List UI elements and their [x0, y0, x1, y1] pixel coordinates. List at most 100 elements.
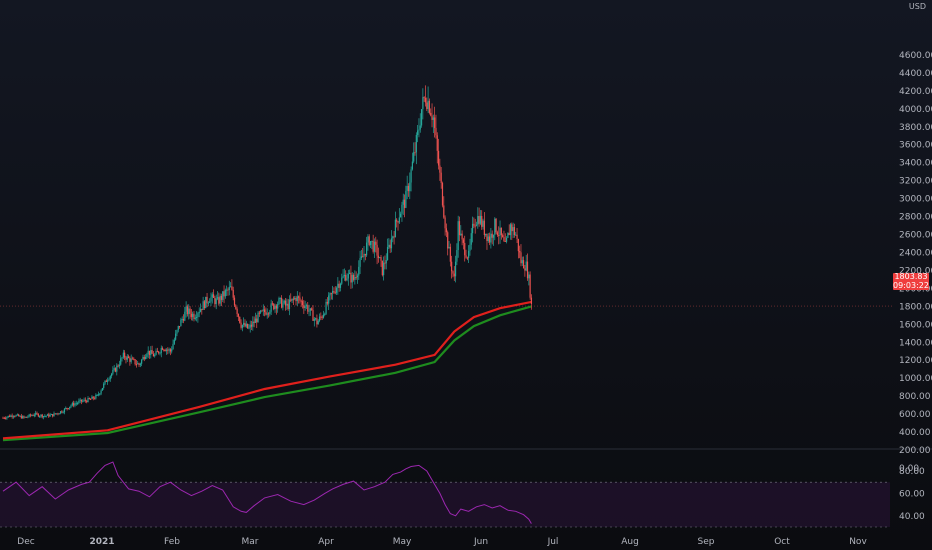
candle-body [477, 216, 479, 225]
price-tick-label: 1400.00 [899, 338, 932, 348]
candle-body [117, 365, 119, 367]
price-tick-label: 3000.00 [899, 195, 932, 205]
candle-body [465, 255, 467, 258]
candle-body [40, 414, 42, 417]
candle-body [470, 233, 472, 245]
candle-body [65, 407, 67, 409]
time-tick-label: Apr [318, 537, 334, 547]
last-price-value: 1803.83 [894, 272, 928, 281]
candle-body [458, 221, 461, 236]
candle-body [346, 278, 348, 281]
price-tick-label: 4000.00 [899, 105, 932, 115]
candle-body [205, 296, 207, 309]
price-tick-label: 4400.00 [899, 69, 932, 79]
candle-body [359, 258, 361, 267]
candle-body [383, 262, 385, 276]
candle-body [93, 398, 96, 400]
candle-body [509, 224, 512, 236]
candle-body [457, 221, 459, 251]
candle-body [337, 283, 339, 288]
price-tick-label: 4600.00 [899, 51, 932, 61]
candle-body [277, 304, 279, 309]
candles [2, 85, 533, 420]
candle-body [41, 414, 43, 418]
price-tick-label: 3200.00 [899, 177, 932, 187]
candle-body [381, 260, 383, 276]
candle-body [46, 414, 49, 416]
candle-body [107, 380, 109, 382]
candle-body [63, 408, 66, 413]
candle-body [516, 234, 518, 239]
oscillator-tick-label: 80.00 [899, 467, 925, 477]
candle-body [379, 257, 381, 259]
candle-body [236, 308, 238, 314]
candle-body [360, 256, 362, 259]
candle-body [362, 256, 364, 258]
candle-body [257, 312, 259, 323]
candle-body [292, 298, 294, 300]
candle-body [160, 348, 162, 353]
candle-body [507, 232, 509, 238]
candle-body [32, 415, 34, 417]
candle-body [333, 291, 335, 293]
candle-body [23, 416, 25, 418]
candle-body [108, 379, 110, 381]
candle-body [249, 324, 251, 328]
candle-body [126, 356, 128, 360]
candle-body [194, 317, 196, 320]
candle-body [261, 310, 263, 312]
candle-body [305, 305, 308, 307]
candle-body [411, 161, 414, 170]
price-axis[interactable]: 0.00 200.00 400.00 600.00 800.00 1000.00 1200.… [899, 51, 932, 474]
candle-body [181, 318, 183, 320]
candle-body [367, 236, 369, 243]
candle-body [437, 150, 440, 166]
candle-body [96, 394, 98, 396]
candle-body [342, 276, 344, 278]
candle-body [54, 413, 56, 415]
candle-body [316, 318, 318, 325]
candle-body [308, 310, 310, 312]
time-axis[interactable]: Dec 2021 Feb Mar Apr May Jun Jul Aug Sep Oct Nov [17, 537, 867, 547]
price-tick-label: 2600.00 [899, 231, 932, 241]
candle-body [195, 316, 198, 318]
candle-body [147, 350, 149, 355]
candle-body [530, 297, 533, 304]
candle-body [185, 306, 187, 312]
candle-body [155, 351, 157, 355]
candle-body [240, 322, 242, 328]
candle-body [398, 217, 400, 223]
candle-body [144, 356, 147, 360]
candle-body [79, 399, 81, 401]
candle-body [504, 241, 506, 243]
candle-body [435, 127, 437, 136]
candle-body [57, 413, 59, 415]
candle-body [7, 415, 9, 417]
candle-body [86, 400, 88, 403]
candle-body [430, 112, 432, 116]
candle-body [461, 233, 463, 240]
candle-body [210, 297, 212, 302]
candle-body [502, 235, 504, 237]
oscillator-pane[interactable]: 40.00 60.00 80.00 [0, 461, 925, 528]
candle-body [193, 313, 195, 320]
candle-body [232, 289, 234, 298]
candle-body [61, 411, 63, 413]
candle-body [386, 247, 389, 260]
candle-body [375, 241, 377, 245]
price-tick-label: 200.00 [899, 446, 931, 456]
candle-body [529, 274, 531, 298]
candle-body [269, 311, 271, 314]
candle-body [222, 291, 224, 300]
candle-body [432, 117, 434, 120]
price-tick-label: 1000.00 [899, 374, 932, 384]
price-tick-label: 1800.00 [899, 302, 932, 312]
candle-body [491, 233, 493, 238]
candle-body [215, 298, 217, 305]
candle-body [396, 219, 398, 222]
candle-body [300, 300, 302, 302]
candle-body [252, 321, 254, 327]
candle-body [372, 240, 374, 252]
price-tick-label: 3600.00 [899, 141, 932, 151]
